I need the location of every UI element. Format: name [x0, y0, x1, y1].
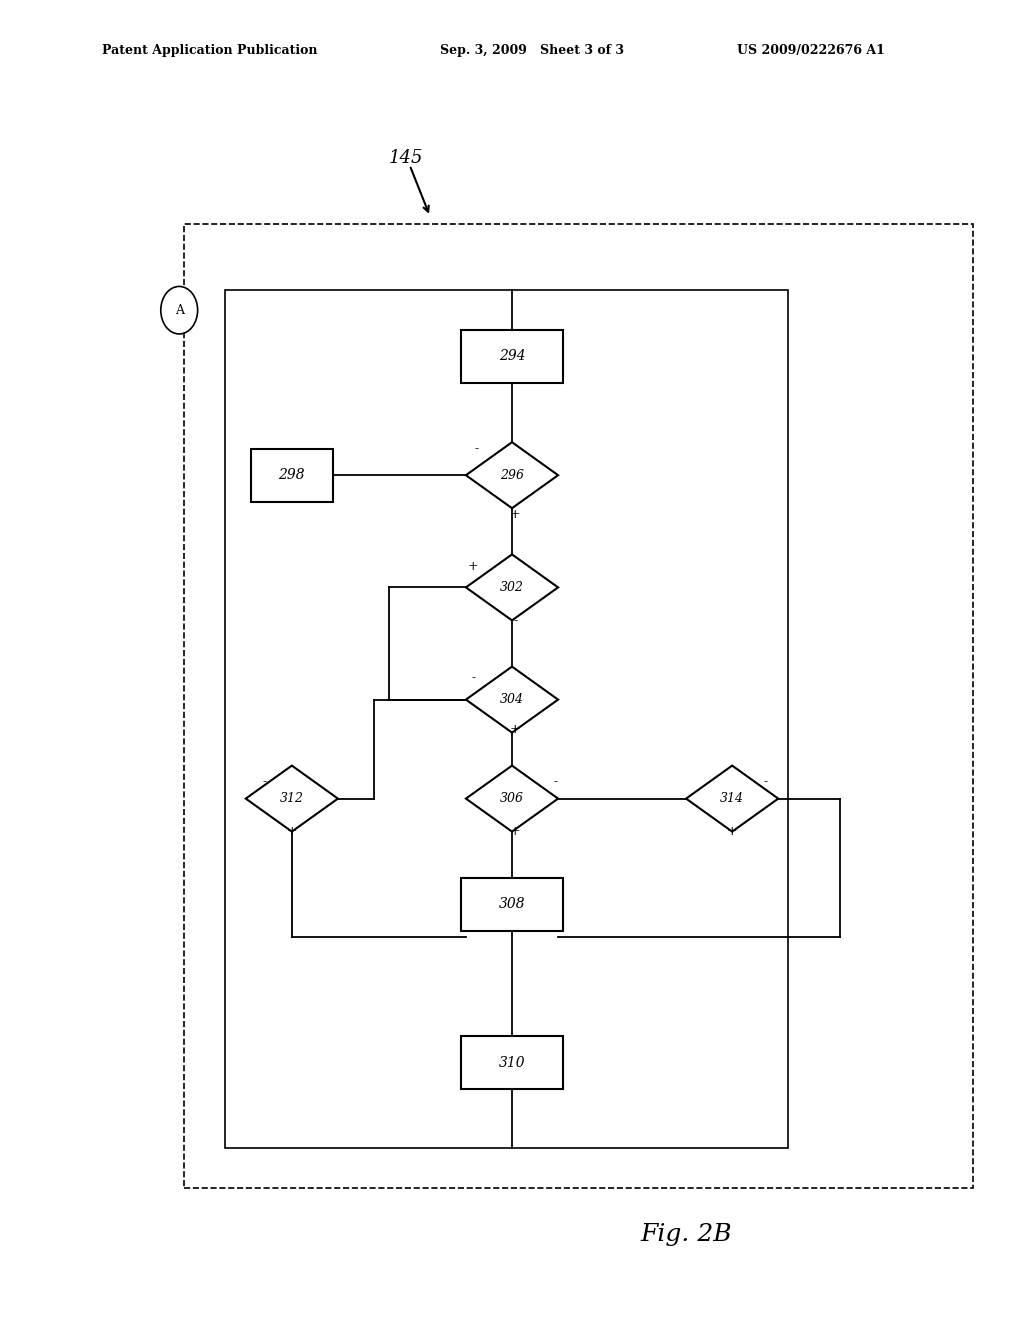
Text: 306: 306	[500, 792, 524, 805]
FancyBboxPatch shape	[225, 290, 788, 1148]
Polygon shape	[466, 554, 558, 620]
Text: -: -	[474, 442, 478, 455]
Text: 296: 296	[500, 469, 524, 482]
Text: +: +	[510, 508, 520, 521]
Text: +: +	[287, 825, 297, 838]
Polygon shape	[466, 667, 558, 733]
Text: Sep. 3, 2009   Sheet 3 of 3: Sep. 3, 2009 Sheet 3 of 3	[440, 44, 625, 57]
Text: 310: 310	[499, 1056, 525, 1069]
Text: -: -	[554, 775, 558, 788]
Text: -: -	[764, 775, 768, 788]
Text: 308: 308	[499, 898, 525, 911]
Text: A: A	[175, 304, 183, 317]
Text: 302: 302	[500, 581, 524, 594]
Text: +: +	[727, 825, 737, 838]
FancyBboxPatch shape	[461, 1036, 563, 1089]
Text: Fig. 2B: Fig. 2B	[640, 1222, 732, 1246]
Text: 145: 145	[389, 149, 424, 168]
Text: -: -	[513, 614, 517, 627]
Text: -: -	[471, 671, 475, 684]
Text: 312: 312	[280, 792, 304, 805]
Text: +: +	[510, 723, 520, 737]
Text: -: -	[262, 775, 266, 788]
Circle shape	[161, 286, 198, 334]
Text: +: +	[510, 825, 520, 838]
Text: 304: 304	[500, 693, 524, 706]
Polygon shape	[246, 766, 338, 832]
Text: US 2009/0222676 A1: US 2009/0222676 A1	[737, 44, 885, 57]
Polygon shape	[466, 766, 558, 832]
Text: 298: 298	[279, 469, 305, 482]
FancyBboxPatch shape	[461, 330, 563, 383]
Text: Patent Application Publication: Patent Application Publication	[102, 44, 317, 57]
Text: 314: 314	[720, 792, 744, 805]
Text: 294: 294	[499, 350, 525, 363]
FancyBboxPatch shape	[461, 878, 563, 931]
FancyBboxPatch shape	[251, 449, 333, 502]
Polygon shape	[686, 766, 778, 832]
Polygon shape	[466, 442, 558, 508]
Text: +: +	[468, 560, 478, 573]
